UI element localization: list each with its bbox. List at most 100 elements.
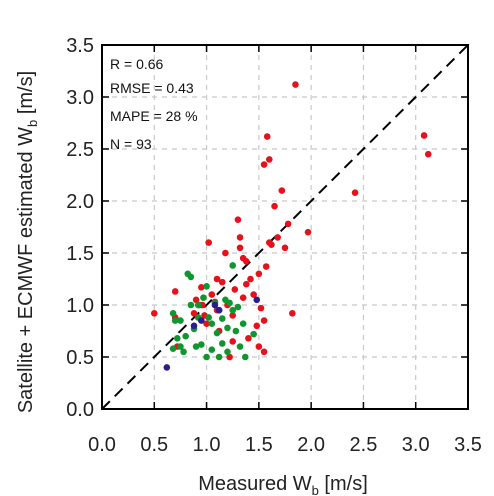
data-point — [218, 278, 226, 286]
data-point — [163, 364, 171, 371]
x-axis-label: Measured Wb [m/s] — [198, 473, 368, 496]
data-point — [253, 322, 261, 330]
data-point — [222, 249, 229, 257]
data-point — [420, 132, 428, 139]
data-point — [268, 241, 275, 248]
data-points — [150, 81, 432, 371]
data-point — [205, 314, 212, 321]
y-tick-label: 2.5 — [66, 139, 94, 161]
x-tick-label: 2.5 — [350, 434, 378, 456]
x-tick-label: 0.0 — [88, 434, 116, 456]
data-point — [177, 317, 184, 324]
data-point — [224, 324, 231, 332]
data-point — [169, 310, 177, 317]
grid-lines — [102, 45, 468, 409]
y-tick-label: 2.0 — [66, 191, 94, 213]
data-point — [260, 161, 268, 168]
data-point — [239, 320, 247, 328]
data-point — [187, 301, 195, 309]
data-point — [260, 348, 268, 356]
data-point — [278, 187, 286, 194]
data-point — [187, 273, 195, 281]
data-point — [260, 317, 268, 324]
data-point — [203, 353, 210, 361]
data-point — [213, 275, 221, 283]
data-point — [215, 306, 223, 314]
x-tick-label: 3.5 — [454, 434, 482, 456]
data-point — [236, 343, 244, 350]
data-point — [243, 280, 250, 288]
data-point — [243, 258, 250, 265]
data-point — [180, 348, 187, 356]
data-point — [205, 239, 212, 246]
data-point — [208, 320, 216, 328]
stat-r: R = 0.66 — [110, 56, 164, 72]
data-point — [229, 338, 237, 345]
y-axis-label: Satellite + ECMWF estimated Wb [m/s] — [15, 71, 40, 413]
data-point — [198, 341, 205, 348]
data-point — [255, 270, 263, 278]
data-point — [203, 282, 210, 290]
data-point — [247, 275, 254, 283]
data-point — [239, 294, 247, 302]
data-point — [271, 202, 278, 210]
y-tick-label: 1.5 — [66, 243, 94, 265]
data-point — [203, 320, 210, 328]
data-point — [250, 330, 257, 338]
data-point — [173, 334, 181, 342]
data-point — [218, 315, 226, 322]
data-point — [182, 332, 189, 340]
data-point — [190, 310, 198, 317]
x-tick-label: 2.0 — [297, 434, 325, 456]
data-point — [171, 317, 179, 324]
x-tick-label: 1.0 — [193, 434, 221, 456]
data-point — [229, 262, 237, 269]
data-point — [231, 286, 239, 293]
data-point — [226, 353, 233, 361]
y-tick-labels: 0.0 0.5 1.0 1.5 2.0 2.5 3.0 3.5 — [66, 35, 94, 421]
one-to-one-reference-line — [101, 44, 469, 410]
data-point — [257, 304, 265, 312]
data-point — [253, 296, 261, 304]
data-point — [200, 294, 207, 302]
data-point — [234, 216, 242, 224]
data-point — [190, 322, 198, 330]
y-tick-label: 3.0 — [66, 87, 94, 109]
data-point — [304, 228, 312, 236]
data-point — [229, 306, 237, 314]
data-point — [232, 327, 240, 335]
data-point — [262, 263, 270, 270]
stats-annotations: R = 0.66 RMSE = 0.43 MAPE = 28 % N = 93 — [110, 56, 198, 152]
data-point — [351, 189, 359, 196]
x-tick-labels: 0.0 0.5 1.0 1.5 2.0 2.5 3.0 3.5 — [88, 434, 482, 456]
data-point — [208, 291, 216, 298]
data-point — [150, 310, 158, 317]
y-tick-label: 0.0 — [66, 399, 94, 421]
data-point — [229, 312, 237, 319]
stat-n: N = 93 — [110, 136, 152, 152]
data-point — [198, 317, 205, 324]
data-point — [169, 345, 177, 352]
data-point — [213, 329, 221, 337]
y-tick-label: 1.0 — [66, 295, 94, 317]
stat-mape: MAPE = 28 % — [110, 108, 198, 124]
data-point — [236, 244, 244, 252]
data-point — [211, 301, 219, 309]
stat-rmse: RMSE = 0.43 — [110, 80, 194, 96]
data-point — [250, 291, 257, 298]
data-point — [177, 343, 184, 350]
data-point — [281, 244, 289, 252]
data-point — [224, 348, 231, 356]
data-point — [192, 296, 200, 304]
x-tick-label: 1.5 — [245, 434, 273, 456]
data-point — [263, 133, 271, 140]
axis-ticks — [101, 44, 469, 410]
data-point — [274, 234, 281, 241]
data-point — [289, 310, 296, 317]
data-point — [284, 220, 292, 228]
data-point — [424, 150, 432, 158]
data-point — [292, 81, 299, 88]
data-point — [198, 284, 205, 291]
data-point — [194, 301, 202, 309]
